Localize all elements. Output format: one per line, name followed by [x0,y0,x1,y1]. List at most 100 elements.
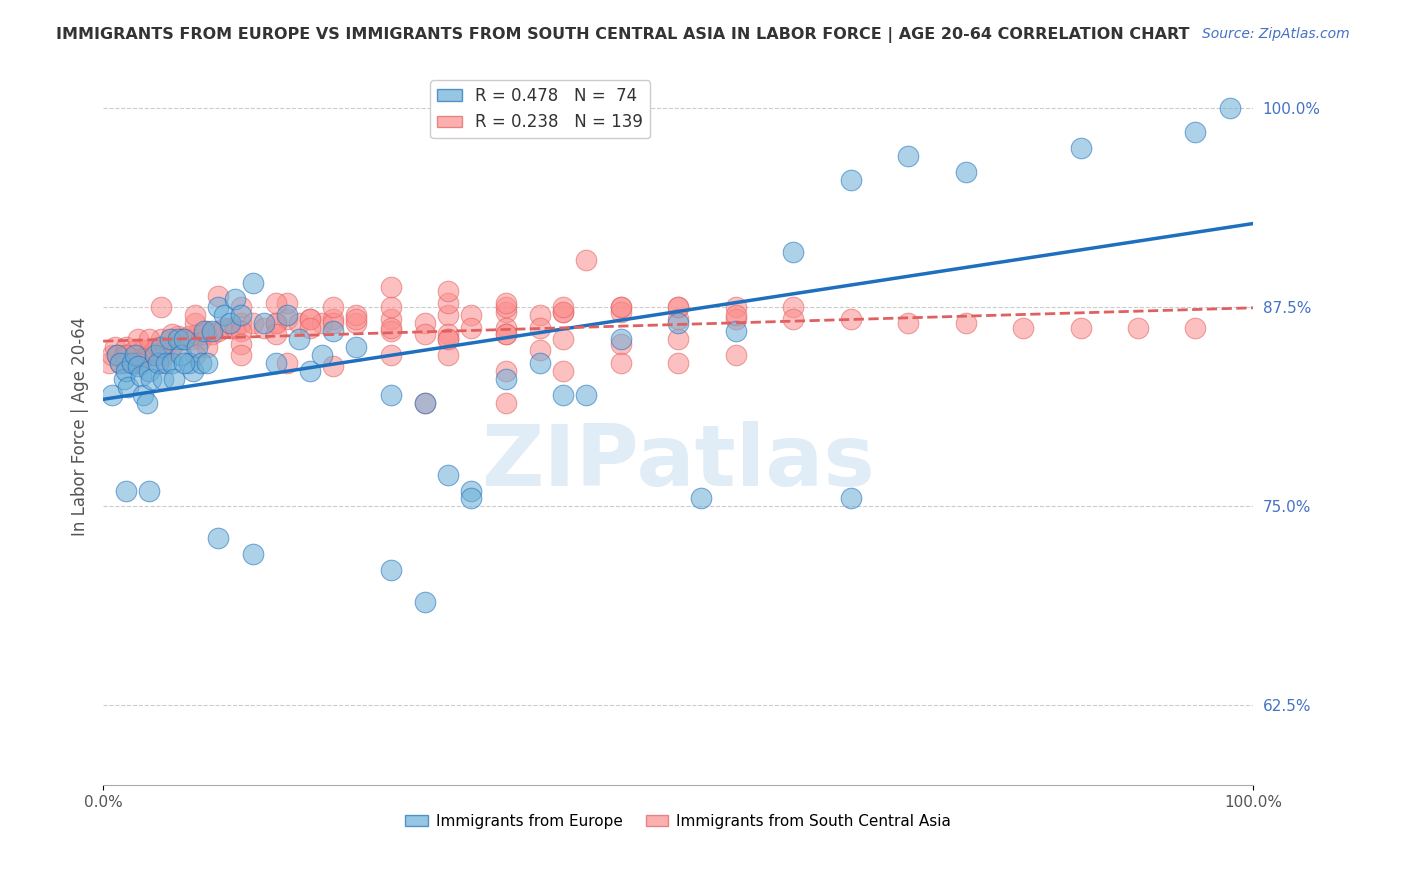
Point [179,329,201,343]
Point [101,388,124,402]
Point [551,388,574,402]
Point [529,309,551,323]
Point [218,321,240,335]
Point [299,321,322,335]
Point [839,173,862,187]
Point [170,348,193,362]
Point [1012,321,1035,335]
Point [380,348,402,362]
Point [253,321,276,335]
Point [253,316,276,330]
Point [207,531,229,545]
Point [460,491,482,506]
Point [159,332,181,346]
Point [105,348,128,362]
Point [344,309,367,323]
Point [212,309,235,323]
Point [1219,101,1241,115]
Point [104,340,127,354]
Point [179,356,201,370]
Point [152,372,174,386]
Point [529,343,551,358]
Point [897,316,920,330]
Point [149,340,172,354]
Point [127,348,149,362]
Point [193,327,215,342]
Point [666,301,689,315]
Point [163,372,186,386]
Point [529,356,551,370]
Point [242,277,264,291]
Point [229,316,252,330]
Point [437,332,460,346]
Point [609,305,631,319]
Point [201,324,224,338]
Point [380,301,402,315]
Point [839,491,862,506]
Point [437,348,460,362]
Point [207,324,229,338]
Point [437,467,460,482]
Point [955,316,977,330]
Point [322,301,344,315]
Point [101,348,124,362]
Point [413,396,436,410]
Point [609,301,631,315]
Point [138,364,160,378]
Point [115,348,138,362]
Point [413,316,436,330]
Point [218,316,240,330]
Point [160,332,183,346]
Point [115,340,138,354]
Point [112,348,135,362]
Point [495,327,517,342]
Point [287,316,309,330]
Point [264,316,287,330]
Point [173,332,195,346]
Point [1069,141,1091,155]
Point [184,348,207,362]
Point [495,321,517,335]
Point [311,348,333,362]
Point [173,332,195,346]
Point [322,359,344,374]
Point [495,301,517,315]
Point [322,316,344,330]
Point [242,316,264,330]
Point [105,348,128,362]
Point [380,311,402,326]
Point [97,356,120,370]
Point [170,332,193,346]
Point [609,301,631,315]
Point [311,316,333,330]
Point [299,364,322,378]
Point [609,332,631,346]
Point [551,305,574,319]
Point [437,295,460,310]
Point [782,301,804,315]
Point [551,301,574,315]
Point [155,340,177,354]
Point [148,340,170,354]
Point [495,364,517,378]
Point [127,356,149,370]
Point [344,311,367,326]
Point [344,340,367,354]
Point [132,343,155,358]
Point [201,327,224,342]
Point [224,321,246,335]
Point [551,332,574,346]
Point [322,311,344,326]
Point [112,372,135,386]
Point [207,301,229,315]
Point [195,324,218,338]
Point [1184,125,1206,139]
Point [380,388,402,402]
Point [276,309,298,323]
Text: IMMIGRANTS FROM EUROPE VS IMMIGRANTS FROM SOUTH CENTRAL ASIA IN LABOR FORCE | AG: IMMIGRANTS FROM EUROPE VS IMMIGRANTS FRO… [56,27,1189,43]
Point [724,348,747,362]
Point [163,337,186,351]
Point [117,348,139,362]
Point [437,285,460,299]
Point [495,396,517,410]
